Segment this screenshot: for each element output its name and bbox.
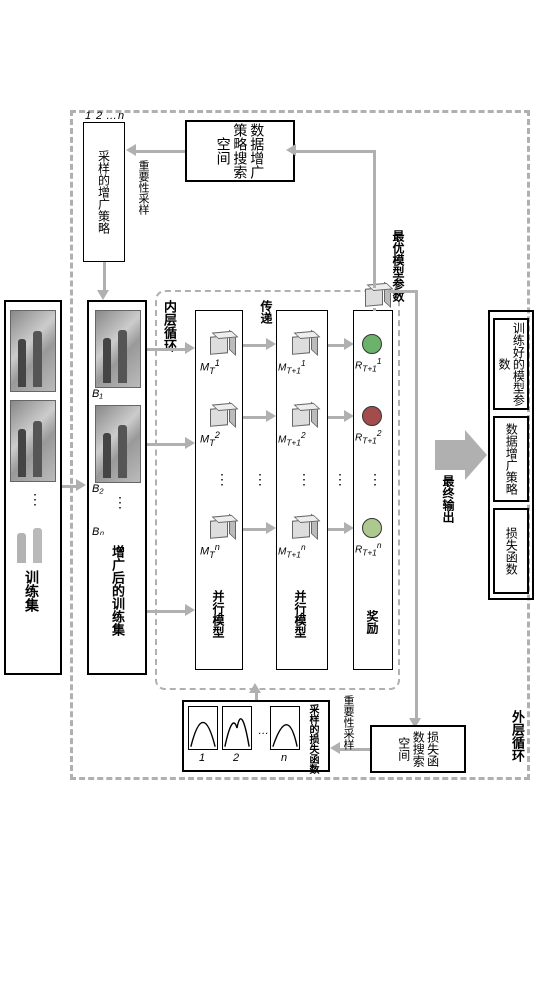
train-photo-2 — [10, 400, 56, 482]
ah-mt-2 — [266, 410, 276, 422]
reward-2 — [362, 406, 382, 426]
augment-search-label: 数据增广策略搜索空间 — [215, 122, 265, 180]
arrow-mt-dots: ⋮ — [253, 475, 267, 483]
transfer-label: 传递 — [258, 300, 275, 324]
arrowhead-aug-left — [126, 144, 136, 156]
sampled-aug-idx3: … — [106, 110, 117, 122]
trainset-label: 训练集 — [22, 570, 42, 612]
mtn-lbl: MTn — [200, 542, 220, 560]
mt1p2-lbl: MT+12 — [278, 430, 306, 447]
sampled-augment-title: 采样的增广策略 — [96, 150, 113, 234]
aug-b2: B₂ — [92, 483, 104, 495]
cube-mt1p-1 — [292, 335, 310, 355]
ah-mt-n — [266, 522, 276, 534]
sampled-aug-idx2: 2 — [96, 110, 102, 122]
arrow-mt-mt1-1 — [243, 344, 268, 347]
ah-aug-mn — [185, 604, 195, 616]
final-arrow-head — [465, 430, 487, 480]
output-box-2: 数据增广策略 — [493, 416, 529, 502]
arrow-best-join — [373, 150, 376, 190]
loss-search-space: 损失函数搜索空间 — [370, 725, 466, 773]
inner-loop-label: 内层循环 — [160, 300, 179, 352]
loss-idx-2: 2 — [233, 752, 239, 764]
final-output-label: 最终输出 — [440, 475, 457, 523]
mt1pn-lbl: MT+1n — [278, 542, 306, 559]
mt1-lbl: MT1 — [200, 358, 220, 376]
arrow-aug-down — [103, 262, 106, 292]
arrow-best-down-join — [388, 290, 417, 293]
ah-loss-up — [249, 683, 261, 693]
ah-aug-m1 — [185, 342, 195, 354]
cube-mtn — [210, 519, 228, 539]
sampled-augment-box: 采样的增广策略 — [83, 122, 125, 262]
reward-n — [362, 518, 382, 538]
mt-dots: ⋮ — [215, 475, 229, 483]
arrow-r-dots: ⋮ — [333, 475, 347, 483]
mt1p1-lbl: MT+11 — [278, 358, 306, 375]
arrow-aug-to-mn — [147, 610, 187, 613]
reward-1 — [362, 334, 382, 354]
train-photo-n — [10, 515, 56, 565]
sample-label-loss: 重要性采样 — [340, 695, 356, 750]
reward-dots: ⋮ — [368, 475, 382, 483]
augment-search-space: 数据增广策略搜索空间 — [185, 120, 295, 182]
loss-search-label: 损失函数搜索空间 — [396, 727, 439, 771]
sampled-aug-idx1: 1 — [85, 110, 91, 122]
r1-lbl: RT+11 — [355, 356, 381, 373]
rn-lbl: RT+1n — [355, 540, 381, 557]
loss-idx-n: n — [281, 752, 287, 764]
loss-curve-n — [270, 706, 300, 750]
arrowhead-aug-down — [97, 290, 109, 300]
loss-idx-1: 1 — [199, 752, 205, 764]
arrow-loss-up — [255, 692, 258, 700]
arrow-aug-to-m2 — [147, 443, 187, 446]
aug-dots: ⋮ — [113, 498, 127, 506]
final-arrow-body — [435, 440, 465, 470]
arrow-aug-to-m1 — [147, 348, 187, 351]
ah-mt-1 — [266, 338, 276, 350]
cube-mt1p-2 — [292, 407, 310, 427]
mt1p-dots: ⋮ — [297, 475, 311, 483]
arrow-best-left — [295, 150, 375, 153]
rewards-label: 奖励 — [364, 610, 381, 634]
loss-idx-dots: … — [258, 725, 269, 737]
cube-mt1p-n — [292, 519, 310, 539]
loss-curve-1 — [188, 706, 218, 750]
arrow-reward-to-best — [373, 308, 376, 311]
arrowhead-train-right — [76, 479, 86, 491]
train-dots: ⋮ — [28, 495, 42, 503]
aug-photo-1 — [95, 310, 141, 388]
sampled-aug-idxn: n — [118, 110, 124, 122]
arrow-mt-mt1-2 — [243, 416, 268, 419]
arrow-mt-mt1-n — [243, 528, 268, 531]
mt2-lbl: MT2 — [200, 430, 220, 448]
ah-aug-m2 — [185, 437, 195, 449]
train-photo-1 — [10, 310, 56, 392]
aug-b1: B₁ — [92, 388, 103, 400]
sample-label-aug: 重要性采样 — [135, 160, 151, 215]
output-3-label: 损失函数 — [504, 527, 518, 575]
output-box-3: 损失函数 — [493, 508, 529, 594]
r2-lbl: RT+12 — [355, 428, 381, 445]
loss-curve-2 — [222, 706, 252, 750]
output-2-label: 数据增广策略 — [504, 423, 518, 495]
models-T1-label: 并行模型 — [292, 590, 309, 638]
models-T-label: 并行模型 — [210, 590, 227, 638]
cube-mt2 — [210, 407, 228, 427]
sampled-loss-title: 采样的损失函数 — [305, 704, 320, 774]
output-1-label: 训练好的模型参数 — [497, 320, 526, 408]
ah-loss-left — [330, 742, 340, 754]
arrow-best-down — [415, 290, 418, 720]
output-box-1: 训练好的模型参数 — [493, 318, 529, 410]
arrow-best-up — [373, 188, 376, 288]
best-cube — [365, 287, 383, 307]
aug-photo-2 — [95, 405, 141, 483]
outer-loop-label: 外层循环 — [508, 710, 527, 762]
aug-bn: Bₙ — [92, 525, 104, 538]
arrow-aug-to-sampled — [135, 150, 185, 153]
augmented-label: 增广后的训练集 — [108, 545, 127, 636]
cube-mt1 — [210, 335, 228, 355]
ah-best-left — [286, 144, 296, 156]
